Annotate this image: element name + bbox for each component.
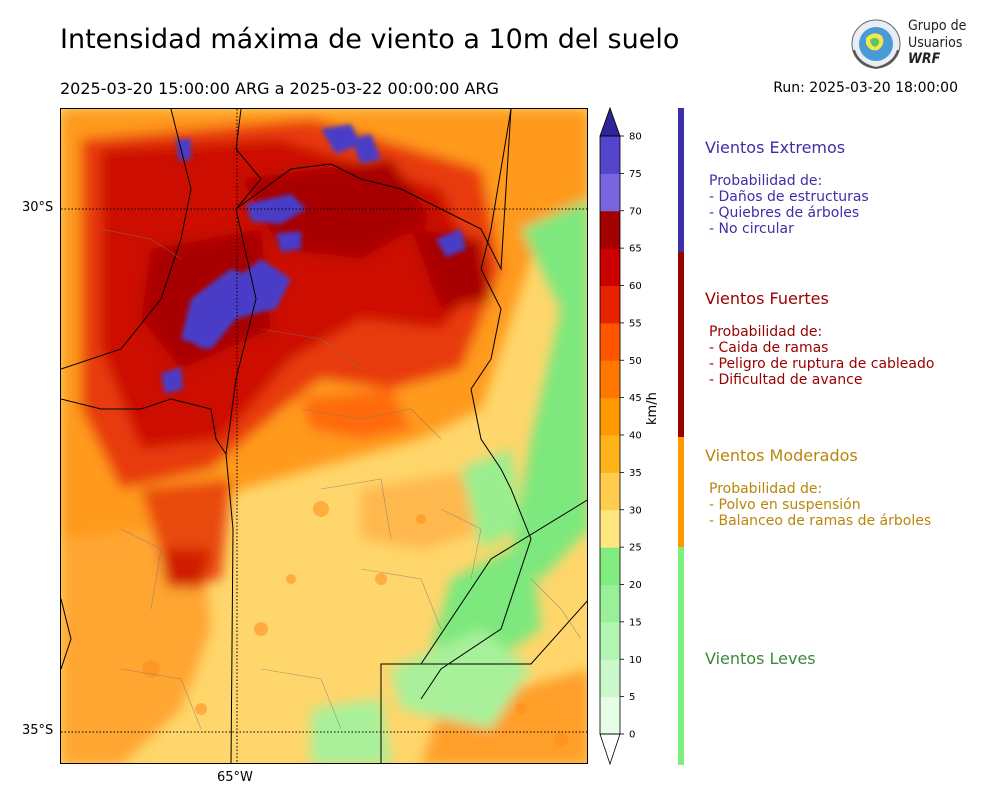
category-line: - No circular bbox=[709, 221, 794, 237]
category-title: Vientos Moderados bbox=[705, 446, 858, 465]
colorbar-tick-label: 80 bbox=[629, 132, 642, 143]
colorbar-segment bbox=[600, 322, 620, 361]
colorbar-segment bbox=[600, 248, 620, 286]
category-line: - Quiebres de árboles bbox=[709, 205, 860, 221]
wind-map bbox=[60, 108, 588, 764]
category-line: - Balanceo de ramas de árboles bbox=[709, 513, 932, 529]
colorbar-tick-label: 5 bbox=[629, 692, 635, 703]
category-title: Vientos Extremos bbox=[705, 138, 846, 157]
globe-logo-icon bbox=[851, 19, 901, 70]
category-line: - Daños de estructuras bbox=[709, 189, 869, 205]
colorbar-tick-label: 15 bbox=[629, 617, 642, 628]
category-light: Vientos Leves bbox=[705, 649, 816, 668]
colorbar-tick-label: 20 bbox=[629, 580, 642, 591]
colorbar-tick-label: 70 bbox=[629, 206, 642, 217]
lon-label-65w: 65°W bbox=[217, 770, 253, 785]
run-time: Run: 2025-03-20 18:00:00 bbox=[773, 80, 958, 96]
colorbar-tick-label: 0 bbox=[629, 730, 635, 741]
colorbar-tick-label: 60 bbox=[629, 281, 642, 292]
colorbar-unit: km/h bbox=[645, 392, 660, 425]
strip-light bbox=[678, 547, 684, 765]
category-line: - Polvo en suspensión bbox=[709, 497, 861, 513]
colorbar-tick-label: 45 bbox=[629, 393, 642, 404]
colorbar-segment bbox=[600, 360, 620, 399]
colorbar-segment bbox=[600, 584, 620, 623]
strip-strong bbox=[678, 252, 684, 437]
graticule bbox=[61, 109, 587, 763]
colorbar-tick-label: 10 bbox=[629, 655, 642, 666]
category-line: Probabilidad de: bbox=[709, 173, 823, 189]
lat-label-35s: 35°S bbox=[22, 723, 54, 738]
lat-label-30s: 30°S bbox=[22, 200, 54, 215]
category-title: Vientos Fuertes bbox=[705, 289, 829, 308]
logo-line1: Grupo de bbox=[908, 18, 967, 34]
colorbar-tick-label: 25 bbox=[629, 543, 642, 554]
colorbar-segment bbox=[600, 472, 620, 511]
category-line: - Peligro de ruptura de cableado bbox=[709, 356, 935, 372]
strip-moderate bbox=[678, 437, 684, 547]
category-line: Probabilidad de: bbox=[709, 324, 823, 340]
colorbar-tick-label: 50 bbox=[629, 356, 642, 367]
field-texture bbox=[142, 501, 568, 746]
category-title: Vientos Leves bbox=[705, 649, 816, 668]
colorbar-segment bbox=[600, 547, 620, 585]
colorbar-segment bbox=[600, 621, 620, 660]
colorbar: 0 5 10 15 20 25 30 35 40 45 50 55 60 65 70 75 80 bbox=[598, 106, 658, 766]
colorbar-segment bbox=[600, 696, 620, 735]
strip-extreme bbox=[678, 108, 684, 252]
department-boundaries bbox=[100, 228, 582, 730]
colorbar-segment bbox=[600, 285, 620, 324]
colorbar-tick-label: 40 bbox=[629, 431, 642, 442]
colorbar-tick-label: 30 bbox=[629, 505, 642, 516]
colorbar-segment bbox=[600, 659, 620, 698]
category-extreme: Vientos Extremos Probabilidad de: - Daño… bbox=[705, 138, 869, 237]
category-moderate: Vientos Moderados Probabilidad de: - Pol… bbox=[705, 446, 931, 529]
forecast-period: 2025-03-20 15:00:00 ARG a 2025-03-22 00:… bbox=[60, 79, 499, 98]
colorbar-tick-label: 75 bbox=[629, 169, 642, 180]
colorbar-tick-label: 55 bbox=[629, 318, 642, 329]
category-line: - Dificultad de avance bbox=[709, 372, 863, 388]
colorbar-segment bbox=[600, 210, 620, 249]
logo-line3: WRF bbox=[908, 51, 941, 67]
colorbar-segment bbox=[600, 397, 620, 436]
colorbar-tick-label: 35 bbox=[629, 468, 642, 479]
colorbar-extend-min bbox=[599, 733, 621, 766]
colorbar-segment bbox=[600, 509, 620, 548]
colorbar-segment bbox=[600, 435, 620, 473]
chart-title: Intensidad máxima de viento a 10m del su… bbox=[60, 24, 680, 55]
logo-line2: Usuarios bbox=[908, 35, 963, 51]
colorbar-extend-max bbox=[599, 106, 621, 137]
category-line: Probabilidad de: bbox=[709, 481, 823, 497]
grupo-usuarios-wrf-logo: Grupo de Usuarios WRF bbox=[848, 16, 978, 74]
colorbar-segment bbox=[600, 136, 620, 174]
category-strong: Vientos Fuertes Probabilidad de: - Caida… bbox=[705, 289, 934, 388]
colorbar-tick-label: 65 bbox=[629, 244, 642, 255]
colorbar-segment bbox=[600, 173, 620, 212]
province-boundaries bbox=[61, 109, 587, 763]
category-line: - Caida de ramas bbox=[709, 340, 829, 356]
